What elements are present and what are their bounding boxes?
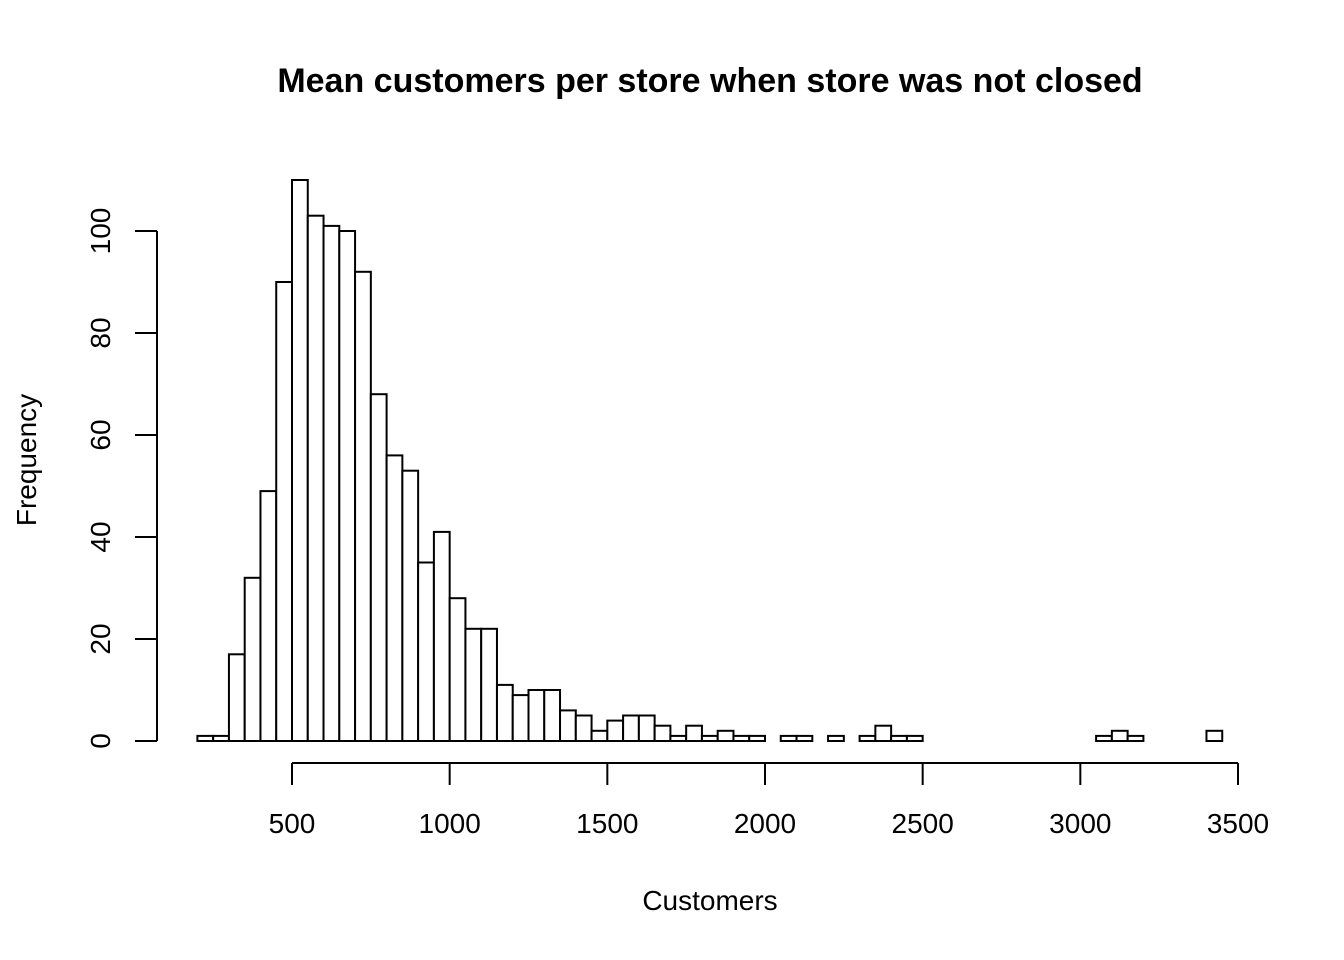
histogram-bar	[227, 653, 246, 742]
histogram-bar	[779, 734, 798, 743]
histogram-bar	[259, 490, 278, 742]
x-tick-label: 1500	[576, 808, 638, 839]
histogram-bar	[417, 561, 435, 742]
histogram-bar	[448, 597, 467, 743]
histogram-bar	[385, 454, 404, 742]
histogram-bar	[905, 734, 924, 743]
y-axis: 0 20 40 60 80 100	[85, 208, 158, 749]
x-tick-label: 3000	[1049, 808, 1111, 839]
x-tick-label: 2500	[892, 808, 954, 839]
histogram-bar	[291, 179, 309, 742]
histogram-bar	[574, 714, 593, 742]
histogram-bar	[354, 270, 372, 742]
histogram-bar	[1095, 734, 1113, 743]
histogram-bar	[874, 724, 893, 743]
histogram-bar	[464, 627, 483, 742]
x-axis: 500 1000 1500 2000 2500 3000 3500	[269, 762, 1269, 839]
histogram-bar	[401, 469, 420, 742]
x-tick-label: 1000	[419, 808, 481, 839]
histogram-bar	[212, 734, 230, 743]
histogram-bar	[637, 714, 656, 742]
histogram-bar	[559, 709, 577, 743]
chart-title: Mean customers per store when store was …	[277, 62, 1142, 100]
histogram-bar	[732, 734, 751, 743]
histogram-bar	[748, 734, 767, 743]
histogram-bar	[827, 734, 845, 743]
histogram-bar	[511, 694, 530, 742]
histogram-bar	[890, 734, 908, 743]
histogram-bar	[543, 689, 562, 742]
histogram-bar	[432, 530, 451, 743]
histogram-bar	[622, 714, 640, 742]
histogram-bar	[685, 724, 703, 743]
histogram-bar	[795, 734, 814, 743]
histogram-bar	[527, 689, 546, 742]
x-tick-label: 2000	[734, 808, 796, 839]
x-axis-label: Customers	[642, 885, 777, 916]
histogram-bar	[338, 230, 357, 742]
histogram-bar	[1205, 729, 1224, 742]
y-tick-label: 0	[85, 733, 116, 749]
x-tick-label: 3500	[1207, 808, 1269, 839]
y-tick-label: 20	[85, 623, 116, 654]
histogram-bar	[1126, 734, 1145, 743]
histogram-bar	[322, 224, 341, 742]
bars-group	[196, 179, 1224, 743]
histogram-bar	[590, 729, 609, 742]
histogram-bar	[858, 734, 877, 743]
histogram-bar	[606, 719, 625, 742]
histogram-bar	[716, 729, 735, 742]
histogram-bar	[1110, 729, 1129, 742]
y-tick-label: 80	[85, 317, 116, 348]
histogram-bar	[369, 393, 388, 742]
histogram-bar	[306, 214, 325, 742]
x-tick-label: 500	[269, 808, 316, 839]
histogram-bar	[669, 734, 688, 743]
histogram-bar	[480, 627, 498, 742]
histogram-bar	[196, 734, 215, 743]
histogram-bar	[275, 281, 294, 742]
histogram-bar	[495, 683, 514, 743]
y-tick-label: 100	[85, 208, 116, 255]
histogram-bar	[653, 724, 672, 743]
histogram-bar	[700, 734, 719, 743]
y-axis-label: Frequency	[11, 394, 42, 526]
y-tick-label: 60	[85, 419, 116, 450]
y-tick-label: 40	[85, 521, 116, 552]
histogram-bar	[243, 576, 262, 742]
